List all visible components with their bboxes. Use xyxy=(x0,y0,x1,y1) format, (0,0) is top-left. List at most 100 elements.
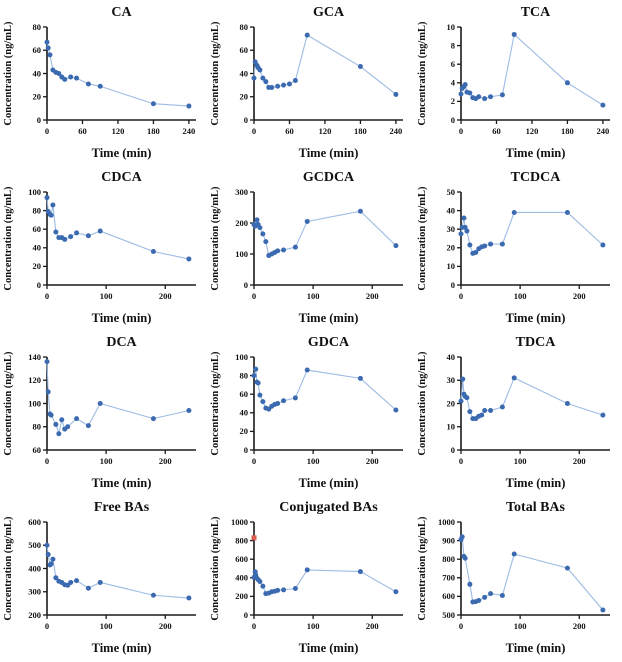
x-axis-label: Time (min) xyxy=(506,146,566,160)
x-axis-label: Time (min) xyxy=(92,476,152,490)
y-tick-label: 10 xyxy=(447,261,456,271)
data-point xyxy=(263,79,269,85)
x-tick-label: 120 xyxy=(112,126,125,136)
data-point xyxy=(600,412,606,418)
y-tick-label: 300 xyxy=(235,187,248,197)
data-point xyxy=(458,91,464,97)
chart-title-ca: CA xyxy=(111,5,132,20)
y-axis-label: Concentration (ng/mL) xyxy=(3,186,14,291)
y-tick-label: 60 xyxy=(33,224,42,234)
y-tick-label: 100 xyxy=(28,187,41,197)
y-tick-label: 20 xyxy=(33,261,42,271)
data-point xyxy=(304,32,310,38)
data-point xyxy=(564,565,570,571)
data-point xyxy=(186,595,192,601)
y-tick-label: 20 xyxy=(447,243,456,253)
x-axis-label: Time (min) xyxy=(506,476,566,490)
chart-tca: TCA 0 2 4 6 8 10 0 60 120 180 240 Time (min) Concentr… xyxy=(414,1,622,166)
data-point xyxy=(263,239,269,245)
data-point xyxy=(97,401,103,406)
y-tick-label: 0 xyxy=(451,280,455,290)
data-point xyxy=(304,567,310,573)
y-tick-label: 0 xyxy=(244,280,248,290)
data-point xyxy=(511,551,517,557)
data-point xyxy=(499,404,505,410)
x-tick-label: 0 xyxy=(459,126,463,136)
data-point xyxy=(467,581,473,587)
data-point xyxy=(50,556,56,562)
data-point xyxy=(44,195,50,201)
x-tick-label: 180 xyxy=(354,126,367,136)
data-point xyxy=(275,248,281,254)
y-tick-label: 0 xyxy=(451,445,455,455)
data-point xyxy=(476,597,482,603)
y-axis-label: Concentration (ng/mL) xyxy=(210,186,221,291)
x-tick-label: 200 xyxy=(366,291,379,301)
data-point xyxy=(260,399,266,405)
series-line xyxy=(460,33,604,106)
data-point xyxy=(97,228,103,234)
chart-svg-dca: DCA 60 80 100 120 140 0 100 200 Time (min) Concent… xyxy=(3,335,196,490)
y-tick-label: 60 xyxy=(33,45,42,55)
chart-tcdca: TCDCA 0 10 20 30 40 50 0 100 200 Time (min) Concent… xyxy=(414,166,622,331)
data-point xyxy=(257,579,263,585)
data-point xyxy=(150,249,156,255)
y-tick-label: 1000 xyxy=(231,517,248,527)
chart-svg-conjugated-bas: Conjugated BAs 0 200 400 600 800 1000 0 100 200 Ti… xyxy=(210,500,403,655)
chart-total-bas: Total BAs 500 600 700 800 900 1000 0 100 200 Time … xyxy=(414,496,622,661)
data-point xyxy=(275,401,281,406)
data-point xyxy=(286,81,292,87)
y-tick-label: 40 xyxy=(33,68,42,78)
data-point xyxy=(53,421,59,427)
series-line xyxy=(253,210,397,257)
data-point xyxy=(281,398,287,404)
y-tick-label: 500 xyxy=(28,540,41,550)
x-axis-label: Time (min) xyxy=(92,146,152,160)
data-point xyxy=(499,592,505,598)
y-tick-label: 80 xyxy=(240,22,249,32)
data-point xyxy=(85,585,91,591)
data-point xyxy=(460,376,466,382)
data-point xyxy=(462,224,468,230)
data-point xyxy=(564,209,570,215)
data-point xyxy=(393,243,399,249)
data-point xyxy=(45,389,51,395)
data-point xyxy=(59,417,65,423)
x-tick-label: 100 xyxy=(307,456,320,466)
data-point xyxy=(479,412,485,418)
x-tick-label: 100 xyxy=(307,621,320,631)
data-point xyxy=(53,575,59,581)
chart-title-free-bas: Free BAs xyxy=(94,500,150,515)
y-tick-label: 140 xyxy=(28,352,41,362)
y-tick-label: 40 xyxy=(240,68,249,78)
data-point xyxy=(260,231,266,237)
data-point xyxy=(564,401,570,406)
data-point xyxy=(473,249,479,255)
x-tick-label: 200 xyxy=(159,621,172,631)
data-point xyxy=(467,90,473,96)
data-point xyxy=(97,83,103,89)
data-point xyxy=(74,230,80,236)
x-axis-label: Time (min) xyxy=(299,641,359,655)
chart-svg-tcdca: TCDCA 0 10 20 30 40 50 0 100 200 Time (min) Concent… xyxy=(417,170,610,325)
chart-gcdca: GCDCA 0 100 200 300 0 100 200 Time (min) Concentr… xyxy=(207,166,414,331)
data-point xyxy=(269,84,275,90)
y-tick-label: 20 xyxy=(240,92,249,102)
data-point xyxy=(511,209,517,215)
y-tick-label: 80 xyxy=(33,422,42,432)
y-tick-label: 30 xyxy=(447,224,456,234)
chart-title-cdca: CDCA xyxy=(101,170,142,185)
x-tick-label: 240 xyxy=(597,126,610,136)
x-tick-label: 0 xyxy=(459,291,463,301)
y-axis-label: Concentration (ng/mL) xyxy=(417,21,428,126)
y-tick-label: 10 xyxy=(447,422,456,432)
x-tick-label: 200 xyxy=(159,456,172,466)
x-tick-label: 0 xyxy=(45,456,49,466)
data-point xyxy=(68,74,74,80)
data-point xyxy=(68,234,74,240)
data-point xyxy=(85,233,91,239)
x-axis-label: Time (min) xyxy=(506,641,566,655)
y-tick-label: 800 xyxy=(442,554,455,564)
data-point xyxy=(56,431,62,437)
